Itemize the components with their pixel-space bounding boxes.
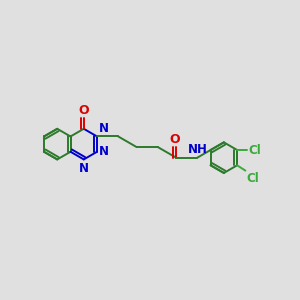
Text: O: O	[79, 104, 89, 117]
Text: Cl: Cl	[248, 143, 261, 157]
Text: N: N	[99, 145, 109, 158]
Text: Cl: Cl	[246, 172, 259, 185]
Text: NH: NH	[188, 143, 207, 157]
Text: N: N	[79, 162, 89, 176]
Text: O: O	[169, 133, 180, 146]
Text: N: N	[99, 122, 109, 135]
